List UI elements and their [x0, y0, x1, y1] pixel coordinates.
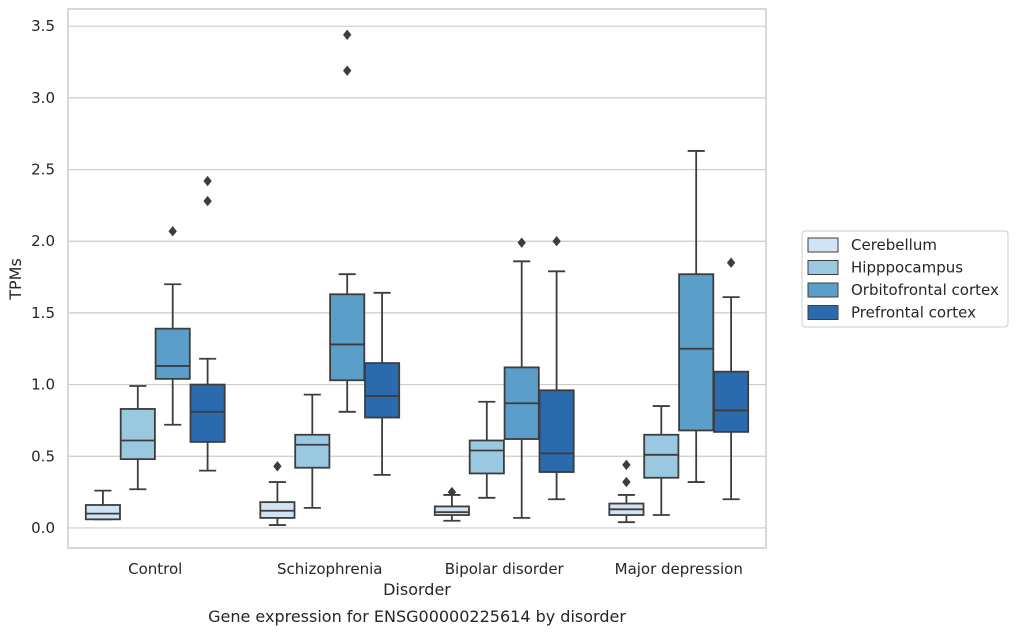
box-orbitofrontal-cortex [678, 150, 715, 483]
box-cerebellum [259, 461, 296, 526]
box-cerebellum [608, 459, 645, 524]
box-orbitofrontal-cortex [503, 237, 540, 519]
box-iqr [364, 362, 401, 419]
legend: Cerebellum Hipppocampus Orbitofrontal cort… [801, 230, 1009, 328]
box-prefrontal-cortex [189, 175, 226, 472]
box-iqr [154, 327, 191, 380]
box-orbitofrontal-cortex [154, 225, 191, 426]
box-hipppocampus [468, 400, 505, 499]
x-tick-label: Schizophrenia [277, 560, 382, 578]
box-cerebellum [84, 489, 121, 521]
legend-frame [801, 230, 1009, 328]
outlier-point [622, 476, 631, 488]
y-tick-label: 0.0 [31, 519, 55, 537]
box-iqr [294, 433, 331, 469]
x-tick-label: Control [128, 560, 182, 578]
outlier-point [622, 459, 631, 471]
box-iqr [329, 293, 366, 382]
box-iqr [468, 439, 505, 475]
legend-swatch [807, 282, 839, 298]
box-iqr [189, 383, 226, 443]
y-tick-label: 2.5 [31, 161, 55, 179]
x-tick-label: Major depression [615, 560, 743, 578]
box-hipppocampus [119, 385, 156, 491]
outlier-point [726, 257, 736, 268]
outlier-point [343, 29, 352, 41]
y-axis-title: TPMs [6, 258, 25, 301]
x-axis-title: Disorder [383, 580, 451, 599]
outlier-point [343, 65, 352, 76]
box-prefrontal-cortex [364, 291, 401, 476]
boxes [84, 29, 750, 526]
legend-swatch [807, 260, 839, 275]
box-cerebellum [433, 486, 470, 522]
box-orbitofrontal-cortex [329, 29, 366, 413]
x-tick-labels: Control Schizophrenia Bipolar disorder Majo… [128, 560, 743, 578]
legend-label: Cerebellum [851, 236, 937, 254]
box-iqr [538, 389, 575, 473]
outlier-point [203, 195, 212, 207]
chart-caption: Gene expression for ENSG00000225614 by d… [208, 607, 626, 626]
y-tick-label: 1.0 [31, 376, 55, 394]
y-tick-label: 3.5 [31, 17, 55, 35]
box-iqr [433, 505, 470, 516]
y-tick-label: 0.5 [31, 447, 55, 465]
box-iqr [713, 370, 750, 433]
y-tick-label: 2.0 [31, 232, 55, 250]
legend-swatch [807, 305, 839, 320]
box-prefrontal-cortex [538, 236, 575, 501]
box-iqr [678, 273, 715, 432]
legend-label: Prefrontal cortex [851, 304, 976, 322]
box-prefrontal-cortex [713, 257, 750, 501]
y-tick-label: 3.0 [31, 89, 55, 107]
outlier-point [552, 236, 561, 247]
legend-label: Hipppocampus [851, 259, 963, 277]
box-iqr [84, 504, 121, 521]
box-iqr [643, 433, 680, 479]
box-iqr [119, 408, 156, 461]
box-hipppocampus [643, 405, 680, 516]
x-tick-label: Bipolar disorder [445, 560, 565, 578]
outlier-point [517, 237, 526, 248]
outlier-point [168, 225, 177, 237]
y-tick-label: 1.5 [31, 304, 55, 322]
box-hipppocampus [294, 393, 331, 509]
outlier-point [273, 461, 282, 472]
y-tick-labels: 0.0 0.5 1.0 1.5 2.0 2.5 3.0 3.5 [31, 17, 55, 537]
legend-swatch [807, 237, 839, 253]
outlier-point [203, 175, 212, 187]
outlier-point [447, 486, 457, 498]
legend-label: Orbitofrontal cortex [851, 281, 999, 299]
